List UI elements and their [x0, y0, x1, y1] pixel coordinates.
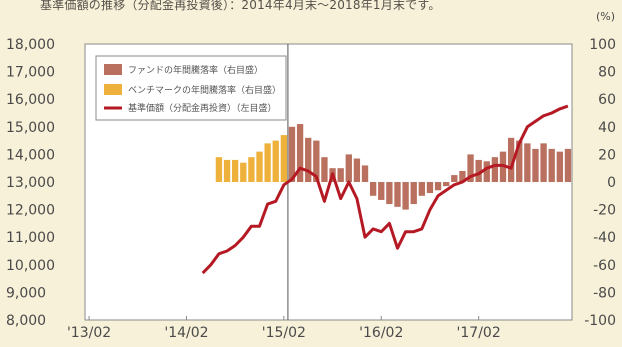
- right-tick-label: -100: [584, 313, 616, 329]
- bar: [231, 159, 239, 182]
- bar: [556, 151, 563, 182]
- bar: [256, 151, 263, 182]
- left-tick-label: 10,000: [6, 258, 55, 274]
- bar: [280, 135, 288, 182]
- right-tick-label: 80: [598, 65, 616, 81]
- bar: [394, 182, 401, 207]
- right-tick-label: -40: [593, 230, 616, 246]
- bar: [426, 182, 434, 194]
- left-tick-label: 9,000: [6, 285, 46, 301]
- bar: [345, 154, 352, 182]
- bar: [240, 162, 247, 182]
- series-line: [201, 104, 569, 275]
- left-tick-label: 11,000: [6, 230, 55, 246]
- bar: [459, 170, 466, 182]
- left-tick-label: 16,000: [6, 92, 55, 108]
- x-tick-label: '14/02: [164, 325, 208, 341]
- right-tick-label: 0: [607, 175, 616, 191]
- bar: [507, 137, 515, 182]
- legend-label-benchmark: ベンチマークの年間騰落率（右目盛）: [128, 84, 281, 96]
- left-tick-label: 17,000: [6, 65, 55, 81]
- x-axis: '13/02 '14/02 '15/02 '16/02 '17/02: [67, 316, 501, 341]
- left-axis: 8,000 9,000 10,000 11,000 12,000 13,000 14,000…: [6, 37, 55, 329]
- right-tick-label: -20: [593, 203, 616, 219]
- bar: [264, 143, 271, 182]
- right-tick-label: 60: [598, 92, 616, 108]
- chart-header-note: 基準価額の推移（分配金再投資後）：2014年4月末～2018年1月末です。: [40, 0, 441, 12]
- legend-swatch-fund: [104, 64, 122, 75]
- bar: [305, 137, 312, 182]
- legend-swatch-benchmark: [104, 84, 122, 95]
- x-tick-label: '17/02: [457, 325, 501, 341]
- left-tick-label: 12,000: [6, 203, 55, 219]
- bar: [443, 182, 450, 187]
- left-tick-label: 15,000: [6, 120, 55, 136]
- left-tick-label: 14,000: [6, 147, 55, 163]
- bar: [410, 182, 417, 205]
- bar: [378, 182, 385, 200]
- left-tick-label: 8,000: [6, 313, 46, 329]
- legend-label-fund: ファンドの年間騰落率（右目盛）: [128, 64, 263, 76]
- bar: [272, 140, 279, 182]
- bar: [451, 175, 458, 182]
- x-tick-label: '15/02: [262, 325, 306, 341]
- bar: [467, 154, 474, 182]
- bar: [386, 182, 393, 205]
- bar: [524, 143, 531, 182]
- bar: [516, 140, 523, 182]
- bar: [223, 159, 231, 182]
- right-axis-unit: (%): [596, 10, 615, 23]
- left-tick-label: 18,000: [6, 37, 55, 53]
- bar: [491, 157, 499, 182]
- right-tick-label: 100: [589, 37, 616, 53]
- right-tick-label: -80: [593, 285, 616, 301]
- bar: [361, 165, 369, 182]
- bar: [564, 148, 572, 182]
- bar: [313, 140, 320, 182]
- bar: [248, 157, 255, 182]
- bar: [337, 168, 344, 182]
- bar: [215, 157, 223, 182]
- bar: [288, 126, 296, 182]
- fund-bars: [288, 124, 572, 210]
- x-tick-label: '16/02: [359, 325, 403, 341]
- bar: [540, 143, 547, 182]
- bar: [296, 124, 304, 182]
- right-tick-label: 20: [598, 147, 616, 163]
- x-tick-label: '13/02: [67, 325, 111, 341]
- bar: [321, 157, 328, 182]
- bar: [548, 148, 555, 182]
- bar: [418, 182, 426, 196]
- left-tick-label: 13,000: [6, 175, 55, 191]
- bar: [532, 148, 539, 182]
- bar: [475, 159, 482, 182]
- bar: [402, 182, 409, 210]
- nav-line-series: [201, 104, 569, 275]
- legend: ファンドの年間騰落率（右目盛） ベンチマークの年間騰落率（右目盛） 基準価額（分…: [95, 55, 287, 121]
- legend-label-nav: 基準価額（分配金再投資）（左目盛）: [128, 102, 277, 114]
- bar: [434, 182, 442, 191]
- benchmark-bars: [215, 135, 288, 182]
- bar: [369, 182, 377, 196]
- right-axis: -100 -80 -60 -40 -20 0 20 40 60 80 100: [584, 37, 616, 329]
- right-tick-label: -60: [593, 258, 616, 274]
- bar: [483, 161, 490, 182]
- right-tick-label: 40: [598, 120, 616, 136]
- bar: [353, 158, 361, 182]
- legend-box: [95, 55, 287, 121]
